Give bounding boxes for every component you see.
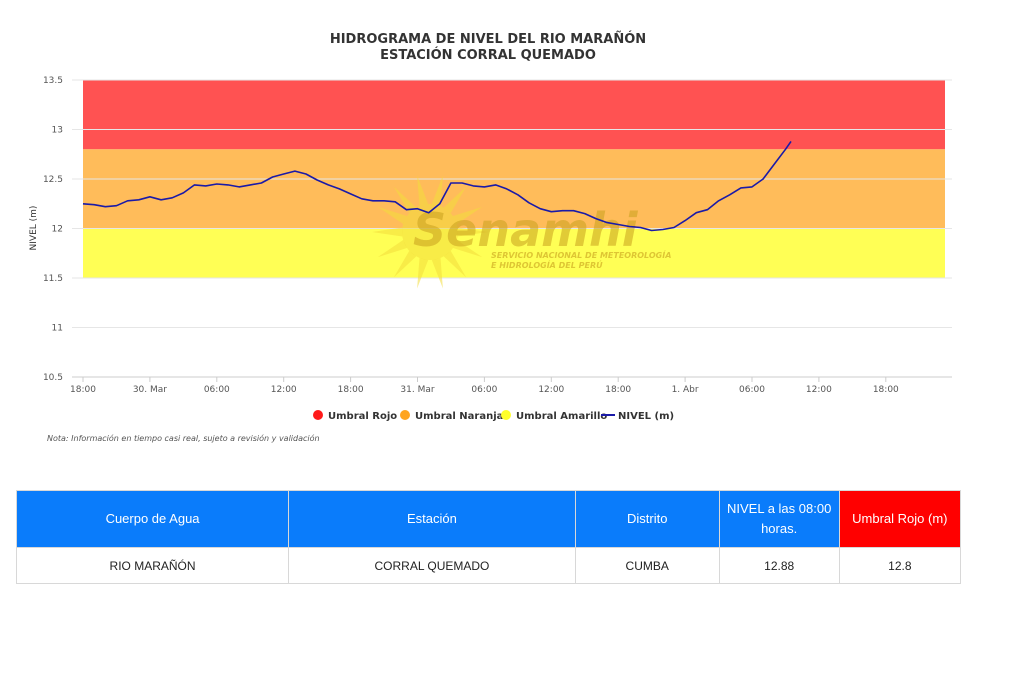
- sun-ray: [393, 250, 417, 278]
- sun-ray: [431, 175, 443, 207]
- band-umbral-rojo: [83, 80, 945, 150]
- x-tick-label: 1. Abr: [672, 385, 699, 395]
- threshold-bands: [83, 80, 945, 278]
- sun-ray: [377, 239, 408, 258]
- senamhi-watermark: Senamhi SERVICIO NACIONAL DE METEOROLOGÍ…: [372, 175, 671, 289]
- hydrograph-chart: HIDROGRAMA DE NIVEL DEL RIO MARAÑÓN ESTA…: [29, 31, 952, 443]
- sun-ray: [443, 250, 467, 278]
- hydrograph-svg: HIDROGRAMA DE NIVEL DEL RIO MARAÑÓN ESTA…: [29, 31, 952, 443]
- x-tick-label: 18:00: [873, 385, 899, 395]
- chart-subtitle: ESTACIÓN CORRAL QUEMADO: [380, 47, 596, 63]
- table-row: RIO MARAÑÓN CORRAL QUEMADO CUMBA 12.88 1…: [15, 547, 962, 584]
- legend-item-label: Umbral Amarillo: [516, 411, 607, 422]
- legend-item-label: NIVEL (m): [618, 411, 674, 422]
- x-tick-label: 12:00: [806, 385, 832, 395]
- x-tick-label: 30. Mar: [133, 385, 167, 395]
- legend-marker: [501, 410, 511, 420]
- series-line-nivel: [82, 140, 792, 232]
- x-tick-label: 06:00: [204, 385, 230, 395]
- cell-estacion: CORRAL QUEMADO: [288, 547, 576, 584]
- sun-ray: [431, 257, 443, 289]
- header-estacion: Estación: [288, 490, 576, 548]
- cell-distrito: CUMBA: [574, 547, 720, 584]
- x-tick-label: 18:00: [70, 385, 96, 395]
- x-axis-ticks: 18:00 30. Mar 06:00 12:00 18:00 31. Mar 06:00 1…: [70, 377, 899, 395]
- y-tick-label: 10.5: [43, 373, 63, 383]
- header-nivel: NIVEL a las 08:00 horas.: [718, 490, 840, 548]
- series-group: [82, 140, 792, 232]
- x-tick-label: 31. Mar: [400, 385, 434, 395]
- y-tick-label: 11.5: [43, 274, 63, 284]
- y-axis-label: NIVEL (m): [29, 206, 39, 251]
- y-tick-label: 13.5: [43, 76, 63, 86]
- table-header-row: Cuerpo de Agua Estación Distrito NIVEL a…: [15, 490, 962, 548]
- sun-ray: [417, 175, 429, 207]
- chart-note: Nota: Información en tiempo casi real, s…: [47, 433, 320, 443]
- legend-marker: [313, 410, 323, 420]
- legend-item-label: Umbral Rojo: [328, 411, 397, 422]
- x-tick-label: 06:00: [739, 385, 765, 395]
- chart-legend: Umbral Rojo Umbral Naranja Umbral Amarillo…: [313, 410, 674, 422]
- sun-ray: [377, 206, 408, 225]
- grid-lines: [72, 79, 952, 378]
- y-tick-label: 12.5: [43, 175, 63, 185]
- sun-core: [402, 204, 458, 260]
- chart-title: HIDROGRAMA DE NIVEL DEL RIO MARAÑÓN: [330, 31, 646, 47]
- x-tick-label: 18:00: [605, 385, 631, 395]
- legend-marker: [400, 410, 410, 420]
- x-tick-label: 06:00: [471, 385, 497, 395]
- station-table: Cuerpo de Agua Estación Distrito NIVEL a…: [15, 490, 962, 584]
- sun-ray: [452, 239, 483, 258]
- header-umbral-rojo: Umbral Rojo (m): [838, 490, 962, 548]
- watermark-line1: SERVICIO NACIONAL DE METEOROLOGÍA: [491, 249, 671, 260]
- watermark-brand: Senamhi: [413, 203, 639, 257]
- sun-ray: [452, 206, 483, 225]
- sun-ray: [457, 227, 488, 237]
- cell-umbral-rojo: 12.8: [838, 547, 962, 584]
- sun-ray: [417, 257, 429, 289]
- header-cuerpo-de-agua: Cuerpo de Agua: [15, 490, 290, 548]
- watermark-line2: E HIDROLOGÍA DEL PERÚ: [491, 259, 603, 270]
- sun-ray: [443, 186, 467, 214]
- y-tick-label: 11: [52, 324, 63, 334]
- legend-item-label: Umbral Naranja: [415, 411, 503, 422]
- cell-cuerpo-de-agua: RIO MARAÑÓN: [15, 547, 290, 584]
- sun-ray: [372, 227, 403, 237]
- band-umbral-amarillo: [83, 228, 945, 278]
- y-axis-ticks: 10.5 11 11.5 12 12.5 13 13.5: [43, 76, 63, 383]
- x-tick-label: 12:00: [271, 385, 297, 395]
- band-umbral-naranja: [83, 149, 945, 229]
- x-tick-label: 18:00: [338, 385, 364, 395]
- cell-nivel: 12.88: [718, 547, 840, 584]
- sun-ray: [393, 186, 417, 214]
- header-distrito: Distrito: [574, 490, 720, 548]
- sun-logo-icon: [372, 175, 488, 289]
- y-tick-label: 13: [52, 126, 63, 136]
- x-tick-label: 12:00: [538, 385, 564, 395]
- y-tick-label: 12: [52, 225, 63, 235]
